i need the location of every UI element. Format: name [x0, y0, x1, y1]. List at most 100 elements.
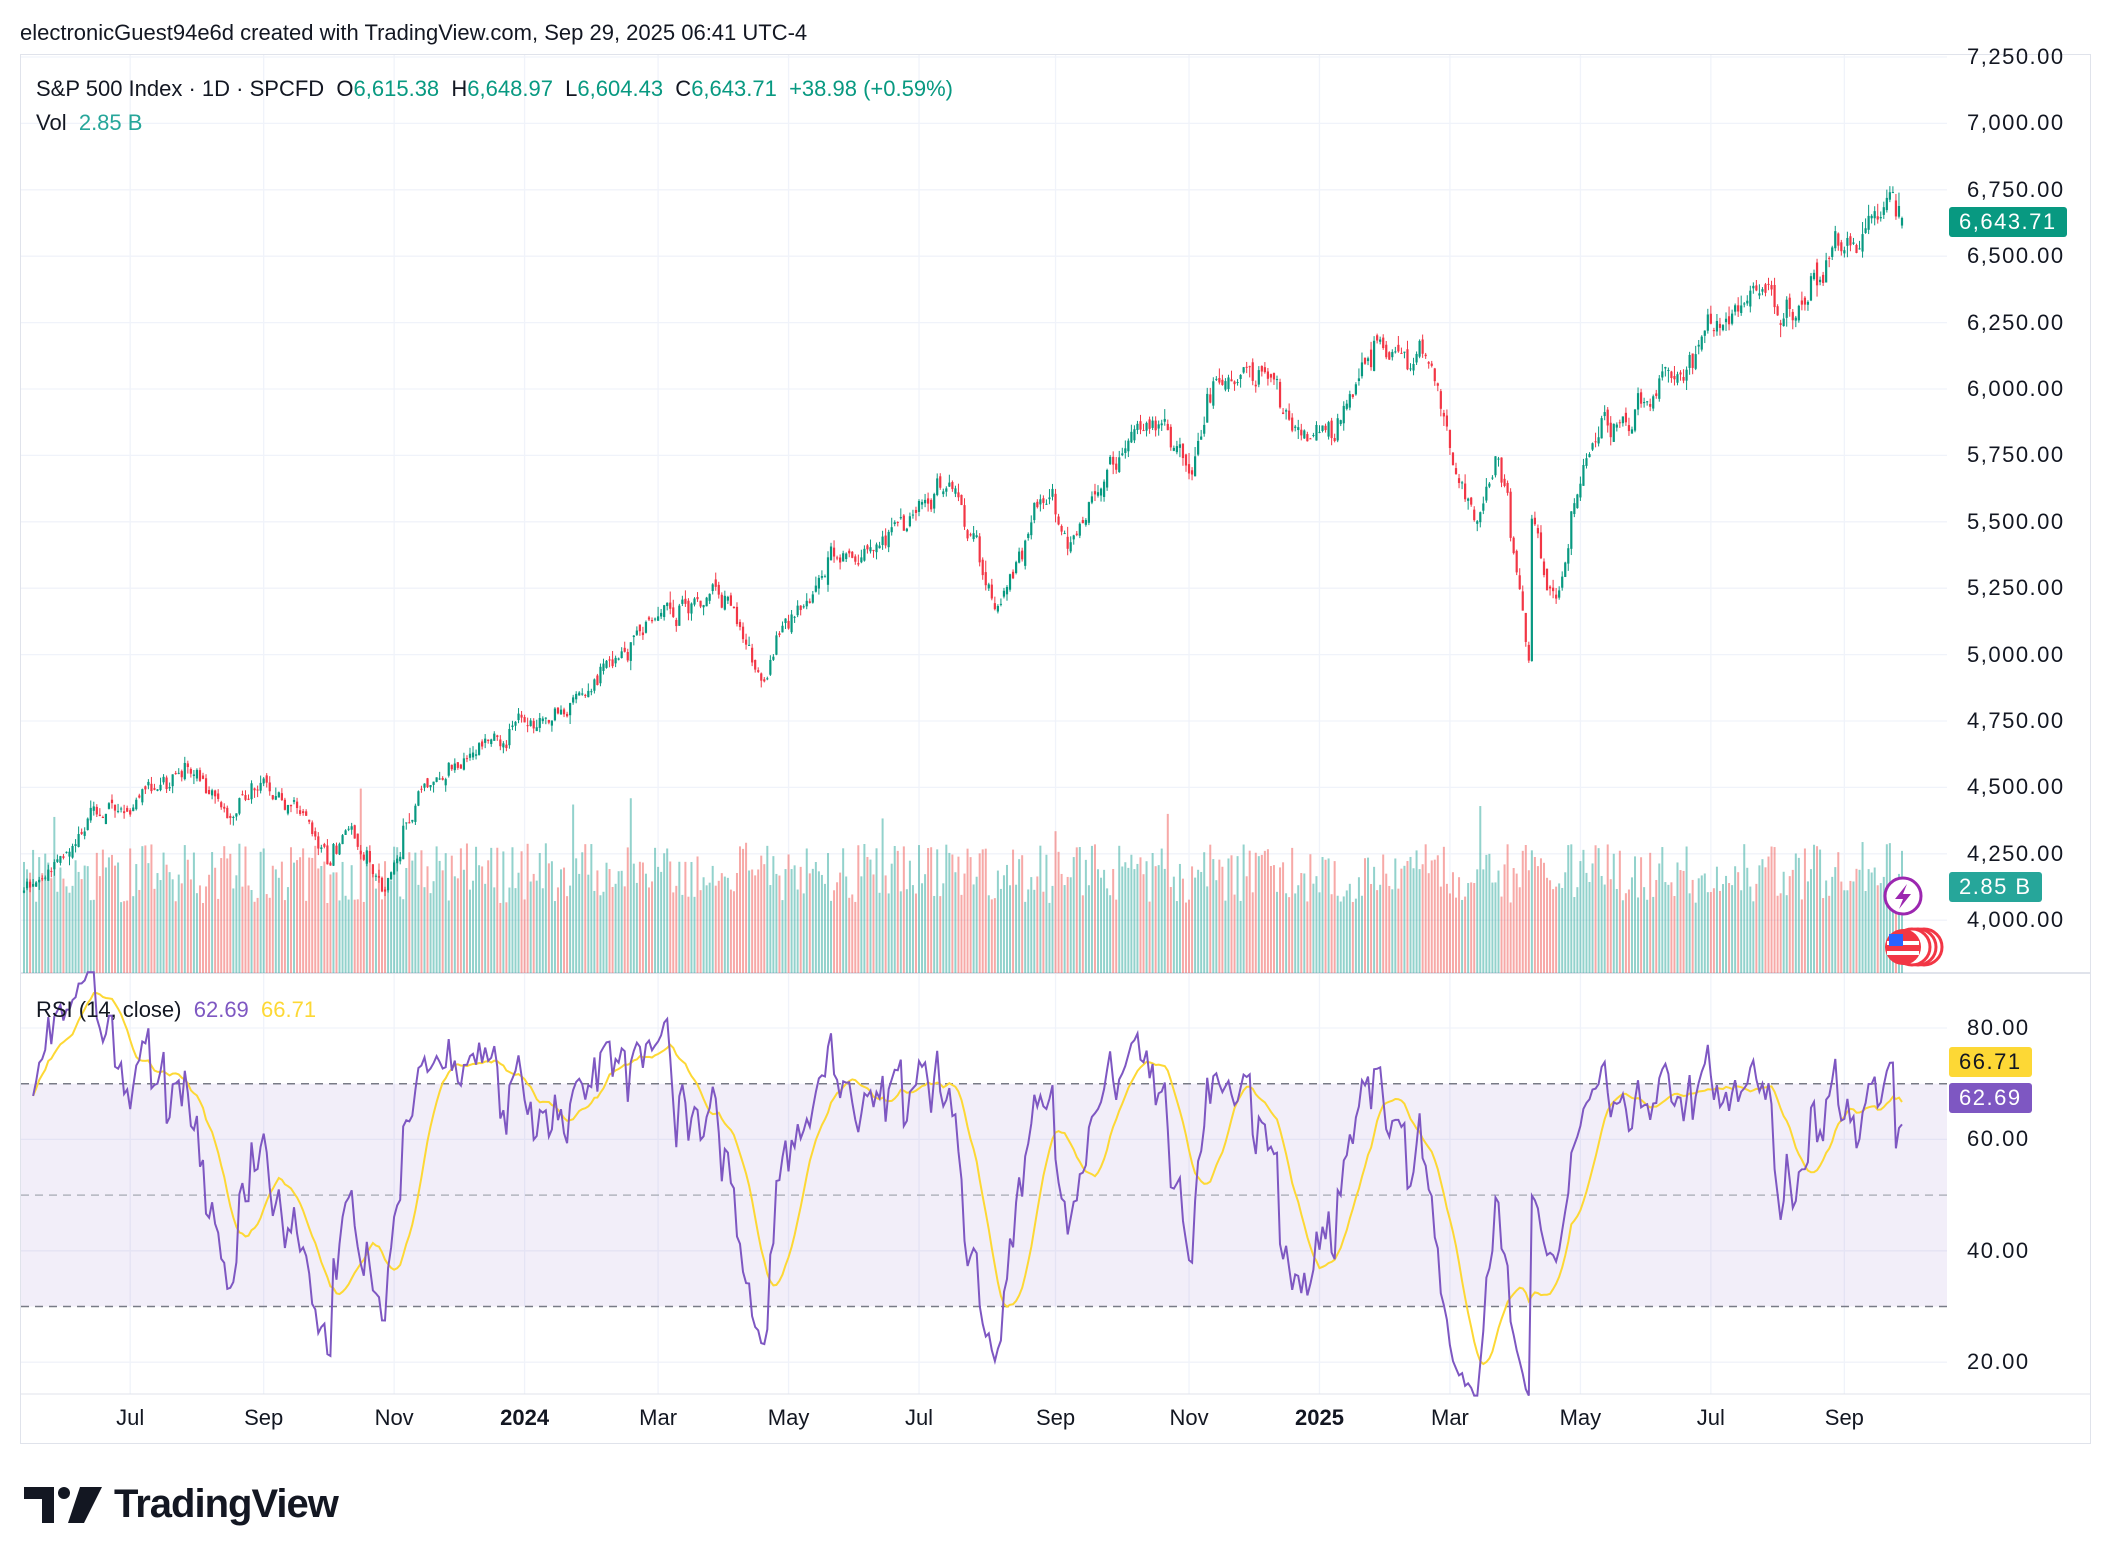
candle-body [656, 616, 660, 621]
volume-bar [963, 873, 966, 973]
candle-body [1227, 377, 1230, 390]
candle-body [484, 738, 487, 743]
candle-body [83, 831, 86, 836]
volume-bar [447, 900, 450, 973]
volume-bar [735, 872, 738, 973]
candle-body [1606, 409, 1609, 426]
volume-bar [1203, 852, 1206, 973]
volume-bar [1758, 865, 1761, 973]
volume-bar [1652, 896, 1655, 973]
volume-bar [62, 878, 65, 973]
candle-body [930, 499, 933, 510]
volume-bar [569, 885, 572, 973]
volume-bar [611, 886, 614, 973]
candle-body [514, 721, 517, 726]
candle-body [417, 791, 420, 806]
volume-bar [1515, 873, 1518, 973]
candle-body [608, 659, 611, 661]
low-label: L [565, 76, 578, 101]
volume-bar [1512, 868, 1515, 973]
volume-bar [1582, 849, 1585, 973]
candle-body [341, 835, 344, 845]
volume-bar [732, 891, 735, 973]
time-axis-label: 2024 [500, 1405, 550, 1430]
candle-body [1500, 457, 1503, 483]
candle-body [553, 708, 557, 721]
volume-bar [1227, 858, 1230, 973]
volume-bar [214, 867, 217, 973]
volume-bar [1309, 854, 1312, 973]
candle-body [523, 717, 526, 723]
candle-body [1436, 383, 1439, 386]
volume-bar [854, 901, 857, 973]
candle-body [666, 602, 669, 607]
volume-bar [833, 890, 836, 973]
candle-body [835, 557, 839, 559]
volume-legend[interactable]: Vol 2.85 B [36, 110, 142, 136]
volume-bar [1448, 893, 1451, 973]
volume-bar [296, 860, 299, 973]
volume-bar [742, 848, 745, 973]
volume-bar [672, 892, 675, 973]
candle-body [432, 781, 435, 785]
volume-bar [356, 899, 359, 973]
volume-bar [426, 866, 429, 973]
volume-bar [784, 869, 787, 973]
candle-body [772, 656, 775, 660]
volume-bar [1002, 875, 1005, 973]
candle-body [1348, 394, 1351, 408]
candle-body [1612, 423, 1615, 442]
candle-body [1743, 303, 1746, 305]
volume-bar [1819, 849, 1822, 973]
volume-bar [560, 869, 563, 973]
rsi-axis-label: 20.00 [1967, 1349, 2030, 1375]
candle-body [353, 825, 356, 839]
candle-body [1794, 317, 1797, 321]
candle-body [978, 536, 981, 563]
symbol-legend[interactable]: S&P 500 Index · 1D · SPCFD O6,615.38 H6,… [36, 76, 953, 102]
tradingview-logo[interactable]: TradingView [24, 1482, 339, 1527]
candle-body [1555, 594, 1558, 599]
volume-bar [1785, 895, 1788, 973]
volume-bar [1825, 880, 1828, 973]
candle-body [1221, 379, 1224, 385]
price-axis-label: 6,000.00 [1967, 376, 2065, 401]
candle-body [350, 826, 353, 830]
volume-bar [104, 867, 107, 973]
candle-body [326, 845, 329, 865]
candle-body [1603, 412, 1606, 417]
lightning-icon[interactable] [1883, 876, 1923, 916]
volume-bar [1272, 865, 1275, 973]
volume-bar [1009, 885, 1012, 973]
volume-bar [681, 894, 684, 973]
candle-body [1697, 344, 1700, 347]
us-flag-icon[interactable] [1885, 927, 1944, 967]
volume-bar [623, 886, 626, 973]
volume-bar [1876, 885, 1879, 973]
candle-body [241, 794, 244, 796]
volume-bar [1415, 850, 1418, 973]
rsi-legend[interactable]: RSI (14, close) 62.69 66.71 [36, 997, 316, 1023]
volume-bar [277, 877, 280, 973]
candle-body [474, 754, 478, 756]
volume-bar [1066, 876, 1069, 973]
candle-body [292, 800, 296, 802]
candle-body [1212, 381, 1215, 406]
candle-body [1084, 519, 1087, 525]
candle-body [1242, 367, 1245, 373]
volume-bar [1661, 847, 1664, 973]
candle-body [1306, 434, 1309, 442]
volume-bar [1257, 856, 1260, 973]
candle-body [441, 778, 444, 780]
candle-body [1600, 418, 1603, 439]
volume-bar [990, 899, 993, 973]
volume-bar [429, 893, 432, 973]
candle-body [990, 584, 993, 599]
candle-body [1412, 363, 1415, 371]
volume-bar [918, 845, 921, 973]
candle-body [444, 779, 447, 786]
candle-body [1618, 422, 1621, 424]
volume-bar [1115, 899, 1118, 973]
candle-body [1008, 574, 1012, 590]
